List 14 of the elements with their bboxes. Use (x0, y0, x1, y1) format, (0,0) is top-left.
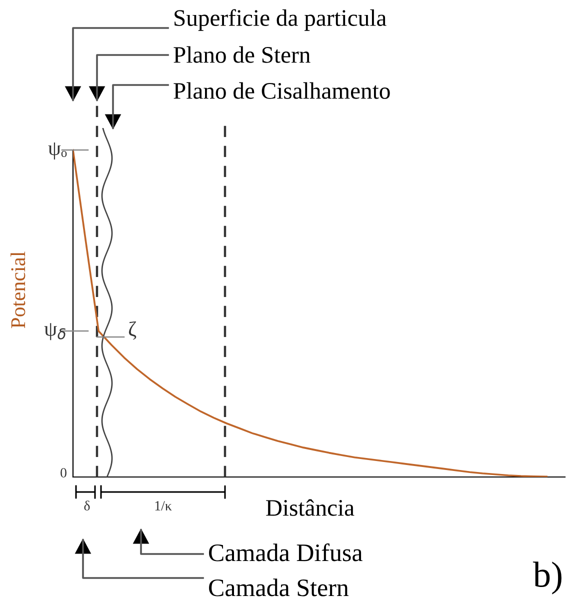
text: b) (532, 562, 562, 594)
y-axis-title: Potencial (10, 252, 26, 328)
text: ψ$_{δ}$ (44, 323, 66, 340)
text: Superficie da particula (174, 9, 386, 31)
text: Plano de Stern (174, 46, 310, 63)
text: ψₒ (48, 142, 67, 160)
text: 0 (60, 468, 66, 478)
text: Camada Difusa (209, 543, 362, 562)
annotation: ζ (128, 321, 136, 340)
text: δ (84, 500, 90, 510)
text: Plano de Cisalhamento (174, 82, 390, 99)
x-axis-title: Distância (266, 499, 354, 516)
text: 1/κ (155, 501, 172, 510)
text: Camada Stern (209, 578, 349, 596)
